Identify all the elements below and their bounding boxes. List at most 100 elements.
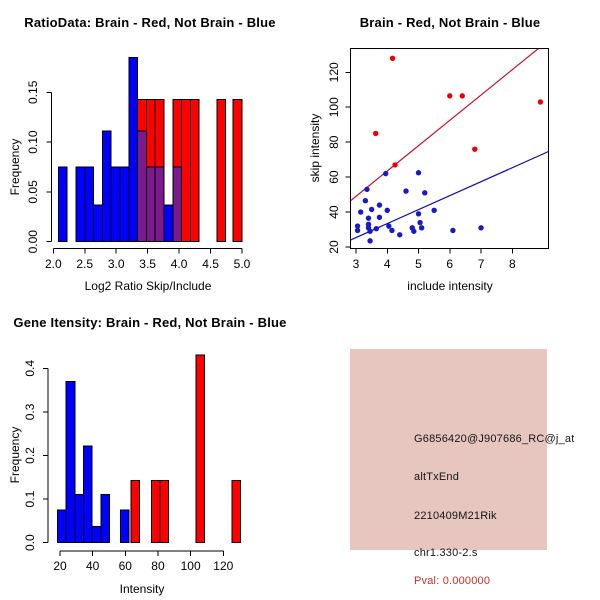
fit-line <box>350 48 540 202</box>
histogram-bar-blue <box>83 445 93 544</box>
data-point <box>431 207 437 214</box>
histogram-bar-red <box>137 98 147 132</box>
svg-text:0.3: 0.3 <box>23 403 37 420</box>
histogram-bar-red <box>130 479 141 544</box>
histogram-bar-overlap <box>172 166 183 243</box>
data-point <box>368 206 375 213</box>
event-type-text: altTxEnd <box>414 471 460 483</box>
svg-text:0.0: 0.0 <box>23 534 37 551</box>
pval-text: Pval: 0.000000 <box>414 575 491 587</box>
data-point <box>354 223 361 229</box>
ratio-histogram-xlabel: Log2 Ratio Skip/Include <box>84 279 212 293</box>
svg-text:40: 40 <box>86 559 100 573</box>
axes <box>43 367 224 556</box>
svg-text:8: 8 <box>509 257 516 271</box>
scatter-xlabel: include intensity <box>407 279 493 293</box>
svg-text:4: 4 <box>384 257 391 271</box>
data-point <box>417 219 423 226</box>
gene-symbol-text: 2210409M21Rik <box>414 510 497 522</box>
panel-gene-info: G6856420@J907686_RC@j_at altTxEnd 221040… <box>300 300 600 600</box>
svg-text:0.1: 0.1 <box>23 490 37 507</box>
histogram-bar-blue <box>110 166 121 243</box>
histogram-bar-blue <box>65 380 76 544</box>
svg-text:120: 120 <box>327 62 341 82</box>
histogram-bar-red <box>216 98 227 243</box>
svg-text:3: 3 <box>353 257 360 271</box>
data-point <box>376 214 383 221</box>
histogram-bar-red <box>159 479 170 544</box>
histogram-bar-blue <box>74 493 85 544</box>
svg-text:3.5: 3.5 <box>139 257 156 271</box>
data-point <box>357 209 364 215</box>
fit-line <box>350 151 549 241</box>
histogram-bar-blue <box>128 56 139 243</box>
svg-text:0.4: 0.4 <box>23 360 37 377</box>
svg-text:80: 80 <box>151 559 165 573</box>
svg-text:2.5: 2.5 <box>76 257 93 271</box>
histogram-bar-overlap <box>154 166 165 243</box>
histogram-bar-blue <box>101 130 112 243</box>
data-point <box>365 215 372 221</box>
fit-lines <box>350 48 549 241</box>
data-point <box>389 55 396 62</box>
gene-info-box: G6856420@J907686_RC@j_at altTxEnd 221040… <box>350 349 574 587</box>
axes <box>345 47 549 254</box>
tick-labels: 2.0 2.5 3.0 3.5 4.0 4.5 5.0 0.00 0.05 0.10 0.15 <box>26 80 251 271</box>
histogram-bar-blue <box>75 166 86 243</box>
data-point <box>364 186 370 193</box>
histogram-bar-blue <box>91 526 102 544</box>
gene-intensity-histogram-xlabel: Intensity <box>119 582 165 596</box>
histogram-bar-red <box>145 98 156 168</box>
probe-id-text: G6856420@J907686_RC@j_at <box>414 433 575 445</box>
histogram-bar-overlap <box>137 130 147 243</box>
gene-intensity-histogram-plot: 20 40 60 80 100 120 0.0 0.1 0.2 0.3 0.4 <box>23 354 242 573</box>
histogram-bar-red <box>172 98 183 168</box>
tick-labels: 3 4 5 6 7 8 20 40 60 80 100 120 <box>327 62 516 271</box>
data-point <box>354 227 361 234</box>
svg-text:5: 5 <box>415 257 422 271</box>
data-point <box>472 146 478 152</box>
data-point <box>450 227 456 234</box>
data-point <box>373 225 380 232</box>
histogram-bar-red <box>181 98 191 243</box>
histogram-bar-overlap <box>145 166 156 243</box>
data-point <box>382 170 389 177</box>
data-point <box>376 202 383 208</box>
histogram-bar-blue <box>93 204 103 243</box>
data-point <box>362 198 369 204</box>
gene-intensity-histogram-ylabel: Frequency <box>8 426 22 484</box>
data-point <box>372 130 379 137</box>
histogram-bars <box>57 56 243 243</box>
histogram-bar-red <box>154 98 165 168</box>
ratio-histogram-plot: 2.0 2.5 3.0 3.5 4.0 4.5 5.0 0.00 0.05 0.10 0.15 <box>26 56 251 271</box>
histogram-bar-blue <box>57 509 67 544</box>
svg-text:4.0: 4.0 <box>171 257 188 271</box>
data-point <box>386 223 392 229</box>
svg-text:20: 20 <box>327 240 341 254</box>
svg-text:60: 60 <box>327 170 341 184</box>
data-point <box>403 188 409 194</box>
data-point <box>422 190 428 196</box>
data-point <box>418 225 425 231</box>
data-point <box>415 170 422 176</box>
svg-text:6: 6 <box>446 257 453 271</box>
scatter-points-brain <box>372 55 544 168</box>
data-point <box>367 228 373 234</box>
histogram-bars <box>57 354 242 544</box>
scatter-ylabel: skip intensity <box>308 113 322 183</box>
svg-text:3.0: 3.0 <box>108 257 125 271</box>
histogram-bar-red <box>195 354 206 544</box>
gene-intensity-histogram-title: Gene Itensity: Brain - Red, Not Brain - … <box>13 315 287 330</box>
svg-text:4.5: 4.5 <box>202 257 219 271</box>
svg-text:2.0: 2.0 <box>45 257 62 271</box>
histogram-bar-red <box>232 98 243 243</box>
panel-gene-intensity-histogram: 20 40 60 80 100 120 0.0 0.1 0.2 0.3 0.4 Gene Itens… <box>0 300 300 600</box>
svg-text:120: 120 <box>213 559 233 573</box>
data-point <box>397 232 403 238</box>
scatter-points-not-brain <box>354 170 484 244</box>
svg-text:0.10: 0.10 <box>26 130 40 154</box>
data-point <box>478 225 484 231</box>
data-point <box>367 238 373 244</box>
svg-text:0.00: 0.00 <box>26 230 40 254</box>
